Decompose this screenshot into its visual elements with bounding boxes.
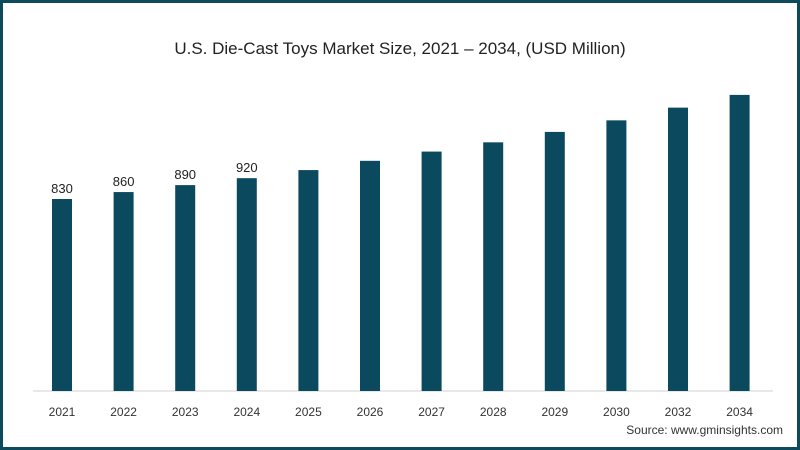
bar-2022 xyxy=(113,192,134,391)
bar-2026 xyxy=(360,160,380,391)
x-tick-label: 2023 xyxy=(172,405,199,419)
x-tick-label: 2027 xyxy=(418,405,445,419)
x-tick-label: 2030 xyxy=(603,405,630,419)
bar-2023 xyxy=(175,185,196,391)
data-label: 890 xyxy=(174,167,196,182)
bar-2021 xyxy=(52,199,72,391)
x-tick-label: 2029 xyxy=(541,405,568,419)
data-label: 860 xyxy=(113,174,135,189)
x-tick-label: 2032 xyxy=(665,405,692,419)
bar-2028 xyxy=(483,142,504,391)
chart-title: U.S. Die-Cast Toys Market Size, 2021 – 2… xyxy=(174,39,626,58)
bar-2029 xyxy=(544,131,565,392)
bar-2032 xyxy=(668,107,688,392)
bar-2034 xyxy=(729,94,750,391)
x-tick-label: 2021 xyxy=(49,405,76,419)
x-tick-label: 2022 xyxy=(110,405,137,419)
x-tick-label: 2025 xyxy=(295,405,322,419)
bar-2027 xyxy=(421,151,442,391)
x-tick-label: 2034 xyxy=(726,405,753,419)
data-label: 830 xyxy=(51,181,73,196)
data-label: 920 xyxy=(236,160,258,175)
bar-2030 xyxy=(606,120,627,391)
x-tick-label: 2024 xyxy=(233,405,260,419)
source-note: Source: www.gminsights.com xyxy=(626,423,783,437)
bar-2024 xyxy=(236,178,257,391)
x-tick-label: 2028 xyxy=(480,405,507,419)
bar-2025 xyxy=(298,170,319,391)
x-tick-label: 2026 xyxy=(357,405,384,419)
